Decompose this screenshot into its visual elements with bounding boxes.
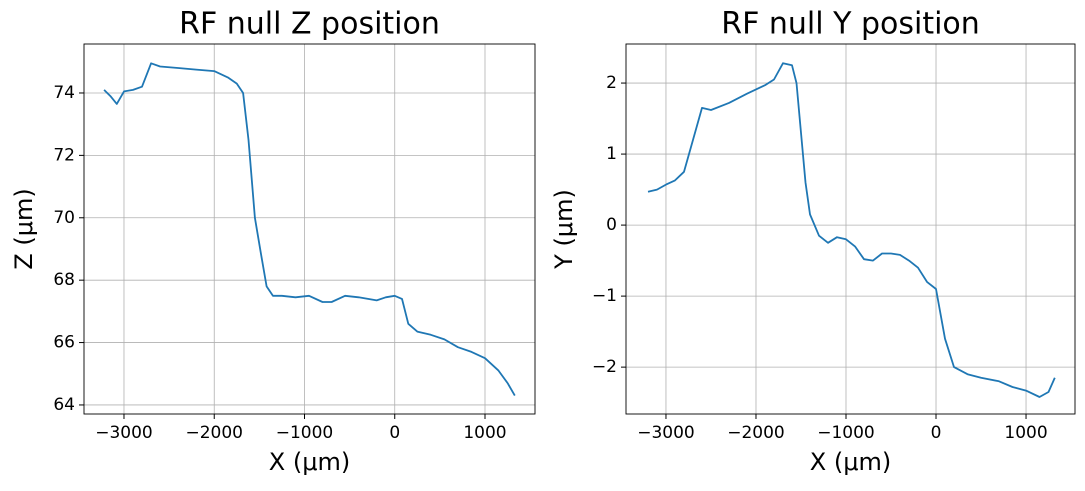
y-tick-label: 70 xyxy=(53,208,75,228)
y-tick-label: 1 xyxy=(606,144,617,164)
panel: −3000 −2000 −1000 0 1000 64 66 68 70 72 74 RF null … xyxy=(10,7,536,476)
chart-title: RF null Z position xyxy=(179,7,440,42)
x-tick-label: −3000 xyxy=(95,423,153,443)
x-axis-label: X (μm) xyxy=(810,448,891,476)
x-axis-label: X (μm) xyxy=(269,448,350,476)
y-tick-label: 2 xyxy=(606,73,617,93)
y-tick-label: 74 xyxy=(53,83,75,103)
x-tick-label: 0 xyxy=(389,423,400,443)
x-tick-label: −1000 xyxy=(817,423,875,443)
x-tick-label: −2000 xyxy=(185,423,243,443)
y-tick-label: 72 xyxy=(53,145,75,165)
x-tick-label: 1000 xyxy=(463,423,506,443)
x-tick-label: −1000 xyxy=(276,423,334,443)
panel: −3000 −2000 −1000 0 1000 −2 −1 0 1 2 RF null Y pos… xyxy=(550,7,1076,476)
y-tick-label: 66 xyxy=(53,333,75,353)
plot-frame xyxy=(625,43,1076,415)
x-tick-label: 0 xyxy=(931,423,942,443)
x-tick-label: −2000 xyxy=(727,423,785,443)
y-tick-label: 0 xyxy=(606,215,617,235)
chart-title: RF null Y position xyxy=(721,7,980,42)
y-axis-label: Z (μm) xyxy=(10,188,38,269)
y-tick-label: −2 xyxy=(592,357,617,377)
x-tick-label: −3000 xyxy=(637,423,695,443)
data-line xyxy=(647,62,1056,398)
x-tick-label: 1000 xyxy=(1004,423,1047,443)
data-line xyxy=(103,62,516,397)
y-tick-label: −1 xyxy=(592,286,617,306)
y-tick-label: 64 xyxy=(53,395,75,415)
y-tick-label: 68 xyxy=(53,270,75,290)
y-axis-label: Y (μm) xyxy=(550,189,578,270)
plot-frame xyxy=(83,43,536,415)
